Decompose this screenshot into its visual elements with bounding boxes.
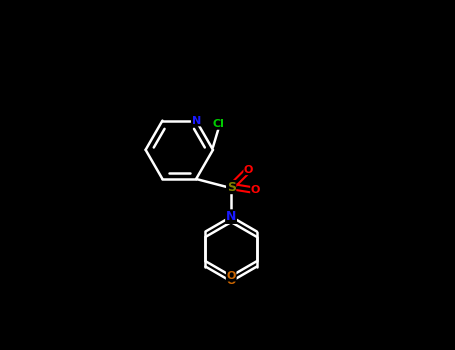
Text: N: N xyxy=(192,116,201,126)
Text: N: N xyxy=(192,116,201,126)
Text: S: S xyxy=(227,181,236,194)
Text: Cl: Cl xyxy=(212,119,224,129)
Text: O: O xyxy=(227,271,236,281)
Text: O: O xyxy=(251,185,260,195)
Text: N: N xyxy=(226,210,236,223)
Text: O: O xyxy=(227,276,236,286)
Text: N: N xyxy=(226,210,236,223)
Text: O: O xyxy=(244,164,253,175)
